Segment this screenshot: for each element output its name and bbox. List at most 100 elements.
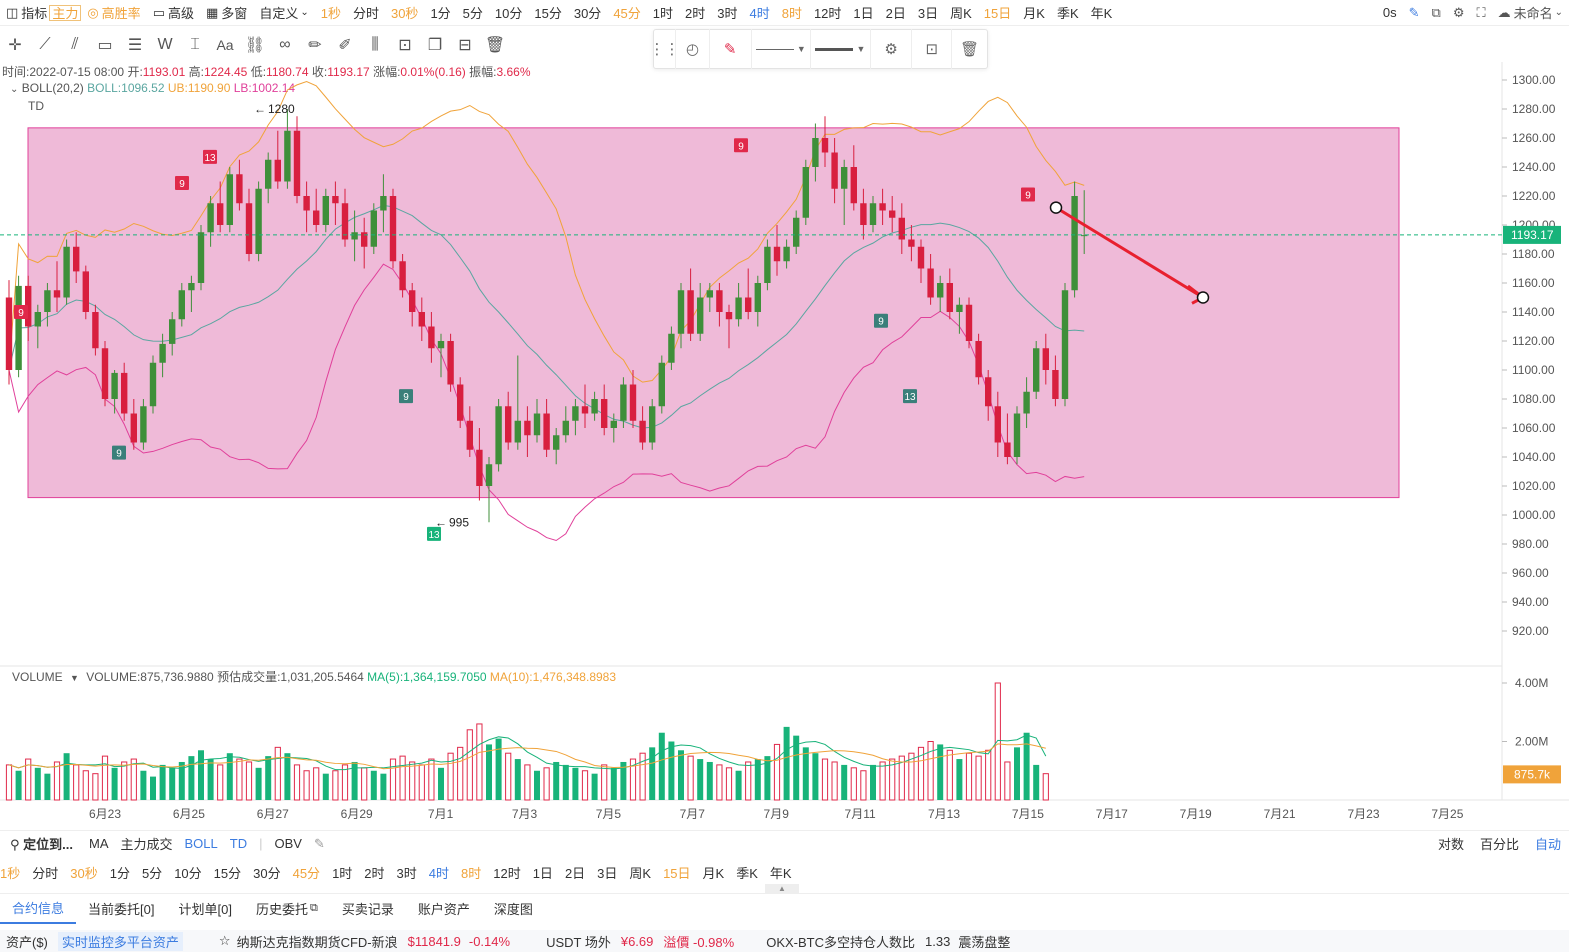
bottom-timeframe-button-4[interactable]: 5分: [141, 865, 163, 881]
timeframe-button-4[interactable]: 5分: [462, 6, 483, 21]
tab-order-history[interactable]: 历史委托 ⧉: [244, 894, 330, 924]
bottom-timeframe-button-7[interactable]: 30分: [253, 865, 281, 881]
timeframe-button-13[interactable]: 8时: [781, 6, 802, 21]
timeframe-button-5[interactable]: 10分: [494, 6, 523, 21]
timeframe-button-2[interactable]: 30秒: [390, 6, 419, 21]
ruler-icon[interactable]: ✏: [308, 37, 322, 54]
bottom-timeframe-button-17[interactable]: 3日: [597, 865, 618, 881]
fib-icon[interactable]: ☰: [127, 37, 143, 54]
timeframe-button-18[interactable]: 周K: [950, 6, 972, 21]
bottom-timeframe-button-3[interactable]: 1分: [109, 865, 130, 881]
asset-monitor-link[interactable]: 实时监控多平台资产: [57, 931, 183, 951]
percent-scale-button[interactable]: 百分比: [1479, 837, 1519, 852]
settings-icon[interactable]: ⚙: [871, 29, 913, 69]
bottom-timeframe-button-1[interactable]: 分时: [32, 865, 59, 881]
chevron-down-icon[interactable]: ▼: [70, 673, 79, 683]
tab-account-assets[interactable]: 账户资产: [417, 902, 470, 917]
timeframe-button-19[interactable]: 15日: [983, 6, 1012, 21]
trend-line-icon[interactable]: ⟋: [39, 36, 51, 53]
cloud-save-button[interactable]: ☁ 未命名 ⌄: [1492, 0, 1569, 26]
bottom-timeframe-button-9[interactable]: 1时: [332, 865, 353, 881]
log-scale-button[interactable]: 对数: [1437, 837, 1464, 852]
price-chart[interactable]: 1300.001280.001260.001240.001220.001200.…: [0, 62, 1569, 828]
wave-icon[interactable]: W: [157, 36, 173, 53]
custom-dropdown[interactable]: 自定义 ⌄: [253, 0, 314, 26]
drag-handle-icon[interactable]: ⋮⋮: [650, 29, 680, 69]
timeframe-button-10[interactable]: 2时: [685, 6, 706, 21]
timeframe-button-7[interactable]: 30分: [573, 6, 602, 21]
lock-icon[interactable]: ⊡: [912, 29, 953, 69]
timeframe-button-22[interactable]: 年K: [1090, 6, 1113, 21]
pen-icon[interactable]: ✐: [338, 37, 352, 54]
bottom-timeframe-button-2[interactable]: 30秒: [70, 865, 98, 881]
main-force-button[interactable]: 主力: [49, 4, 82, 21]
bottom-timeframe-button-5[interactable]: 10分: [174, 865, 202, 881]
hide-icon[interactable]: ⊟: [458, 37, 472, 54]
bottom-timeframe-button-20[interactable]: 月K: [702, 865, 725, 881]
timeframe-button-14[interactable]: 12时: [813, 6, 842, 21]
lock-icon[interactable]: ⊡: [398, 37, 412, 54]
auto-scale-button[interactable]: 自动: [1534, 837, 1561, 852]
tab-contract-info[interactable]: 合约信息: [0, 894, 77, 924]
bottom-timeframe-button-21[interactable]: 季K: [736, 865, 758, 881]
settings-icon[interactable]: ⚙: [1452, 4, 1465, 20]
edit-icon[interactable]: ✎: [313, 835, 325, 851]
locate-button[interactable]: ⚲ 定位到...: [0, 834, 83, 853]
parallel-lines-icon[interactable]: ⫽: [71, 36, 79, 53]
chevron-down-icon[interactable]: ⌄: [10, 84, 19, 95]
bottom-timeframe-button-15[interactable]: 1日: [532, 865, 553, 881]
tab-plan-orders[interactable]: 计划单[0]: [178, 902, 232, 917]
timeframe-button-17[interactable]: 3日: [917, 6, 939, 21]
magnet-icon[interactable]: ⛓: [244, 37, 266, 54]
multi-window-button[interactable]: ▦ 多窗: [200, 0, 253, 26]
bottom-timeframe-button-22[interactable]: 年K: [769, 865, 792, 881]
timeframe-button-12[interactable]: 4时: [749, 6, 770, 21]
link-icon[interactable]: ∞: [279, 36, 291, 53]
trash-icon[interactable]: 🗑: [484, 37, 506, 54]
edit-icon[interactable]: ✎: [1408, 4, 1420, 20]
timeframe-button-9[interactable]: 1时: [652, 6, 674, 21]
indicator-td[interactable]: TD: [229, 836, 248, 851]
candle-icon[interactable]: ⫼: [371, 36, 379, 53]
timeframe-button-15[interactable]: 1日: [853, 6, 874, 21]
bottom-timeframe-button-12[interactable]: 4时: [428, 865, 449, 881]
timeframe-button-11[interactable]: 3时: [717, 6, 738, 21]
timeframe-button-20[interactable]: 月K: [1023, 6, 1045, 21]
bottom-timeframe-button-14[interactable]: 12时: [493, 865, 521, 881]
tab-trade-records[interactable]: 买卖记录: [341, 902, 394, 917]
template-icon[interactable]: ◴: [676, 29, 710, 69]
timeframe-button-21[interactable]: 季K: [1056, 6, 1079, 21]
color-picker-icon[interactable]: ✎: [710, 29, 752, 69]
tab-depth-chart[interactable]: 深度图: [493, 902, 533, 917]
timeframe-button-8[interactable]: 45分: [613, 6, 641, 21]
line-width-dropdown[interactable]: ▼: [811, 29, 871, 69]
rectangle-icon[interactable]: ▭: [97, 37, 113, 54]
bottom-timeframe-button-0[interactable]: 1秒: [0, 865, 21, 881]
timeframe-button-0[interactable]: 1秒: [320, 6, 341, 21]
bottom-timeframe-button-11[interactable]: 3时: [396, 865, 417, 881]
bottom-timeframe-button-10[interactable]: 2时: [364, 865, 385, 881]
bottom-timeframe-button-13[interactable]: 8时: [461, 865, 482, 881]
timeframe-button-1[interactable]: 分时: [352, 6, 379, 21]
indicator-ma[interactable]: MA: [89, 836, 109, 851]
indicator-button[interactable]: ◫ 指标: [0, 0, 53, 26]
timeframe-button-6[interactable]: 15分: [534, 6, 562, 21]
bottom-timeframe-button-18[interactable]: 周K: [629, 865, 652, 881]
fullscreen-icon[interactable]: ⛶: [1476, 4, 1486, 20]
indicator-boll[interactable]: BOLL: [184, 836, 218, 851]
indicator-obv[interactable]: OBV: [274, 836, 302, 851]
high-win-rate-button[interactable]: ◎ 高胜率: [81, 0, 146, 26]
window-icon[interactable]: ⧉: [1431, 4, 1441, 20]
measure-icon[interactable]: ⌶: [190, 36, 200, 53]
timeframe-button-16[interactable]: 2日: [885, 6, 906, 21]
bottom-timeframe-button-19[interactable]: 15日: [663, 865, 691, 881]
crosshair-icon[interactable]: ✛: [8, 37, 22, 54]
advanced-button[interactable]: ▭ 高级: [147, 0, 200, 26]
indicator-main-force[interactable]: 主力成交: [120, 837, 173, 852]
bottom-timeframe-button-6[interactable]: 15分: [213, 865, 242, 881]
text-icon[interactable]: Aa: [216, 37, 234, 53]
timeframe-button-3[interactable]: 1分: [430, 6, 451, 21]
collapse-handle-icon[interactable]: ▲: [765, 884, 799, 894]
trash-icon[interactable]: 🗑: [960, 41, 980, 58]
star-icon[interactable]: ☆: [218, 933, 231, 948]
